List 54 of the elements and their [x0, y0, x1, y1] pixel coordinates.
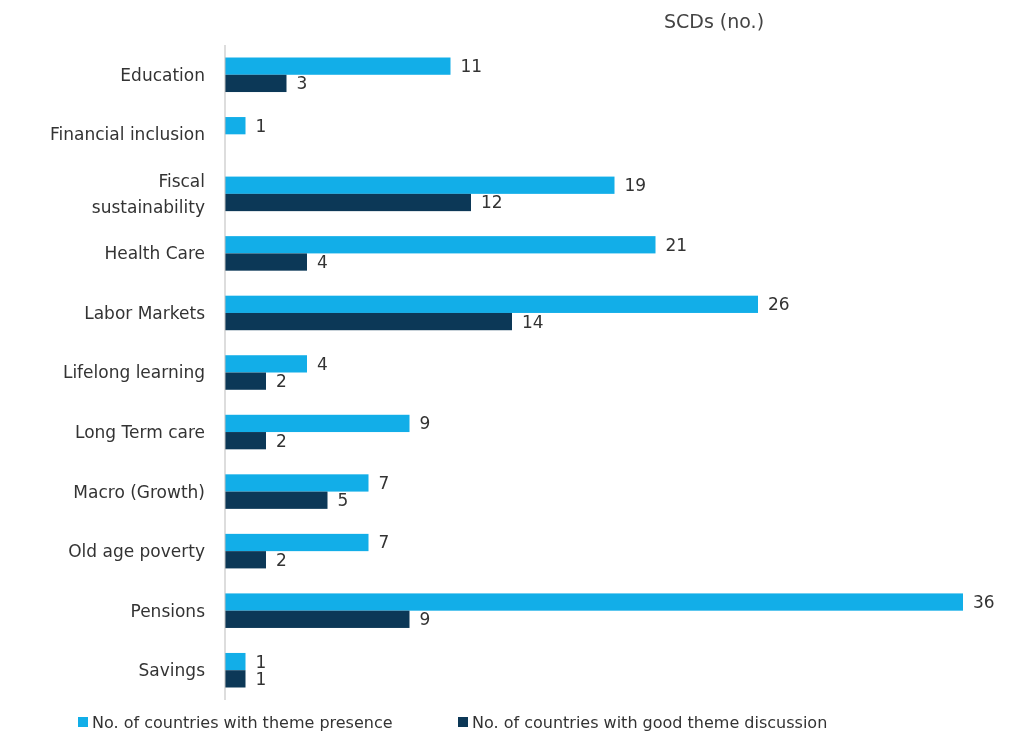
bar [225, 193, 471, 212]
bar [225, 432, 266, 450]
bar [225, 236, 656, 254]
bar [225, 474, 369, 492]
data-label: 4 [317, 353, 328, 374]
bar [225, 295, 758, 313]
bar [225, 491, 328, 509]
bar [225, 652, 246, 671]
data-label: 2 [276, 549, 287, 570]
data-label: 14 [522, 311, 544, 332]
bar [225, 312, 512, 331]
y-tick-label: Health Care [104, 243, 205, 264]
bar [225, 670, 246, 688]
y-tick-label: Macro (Growth) [73, 481, 205, 502]
y-tick-label: Old age poverty [68, 541, 205, 562]
data-label: 11 [460, 56, 483, 77]
data-label: 4 [317, 251, 328, 272]
y-tick-label: Lifelong learning [62, 362, 205, 383]
bar [225, 593, 963, 611]
data-label: 7 [378, 472, 390, 493]
chart-title: SCDs (no.) [663, 10, 765, 32]
bar [225, 551, 266, 569]
legend-label: No. of countries with good theme discussion [472, 712, 828, 732]
bar [225, 57, 451, 75]
data-label: 26 [768, 294, 790, 315]
bar [225, 176, 615, 194]
bar [225, 533, 369, 552]
y-tick-label: Education [120, 64, 205, 85]
data-label: 19 [624, 175, 647, 196]
bar [225, 117, 246, 135]
bar [225, 74, 287, 93]
y-tick-label: Savings [138, 660, 206, 681]
data-label: 9 [419, 609, 431, 630]
bar [225, 610, 410, 628]
y-tick-label: Fiscal sustainability [91, 170, 205, 217]
y-tick-label: Labor Markets [84, 302, 206, 323]
data-label: 5 [337, 490, 349, 511]
data-label: 7 [378, 532, 390, 553]
data-label: 9 [419, 413, 431, 434]
bar [225, 372, 266, 390]
data-label: 1 [255, 115, 267, 136]
data-label: 12 [481, 192, 503, 213]
data-label: 2 [276, 430, 287, 451]
data-label: 21 [665, 234, 688, 255]
y-tick-label: Long Term care [75, 422, 205, 442]
data-label: 2 [276, 371, 287, 392]
y-tick-label: Pensions [130, 600, 206, 621]
y-tick-label: Financial inclusion [50, 124, 205, 145]
data-label: 36 [973, 592, 995, 612]
data-label: 3 [296, 73, 308, 94]
legend-label: No. of countries with theme presence [92, 712, 393, 732]
bar [225, 253, 307, 271]
bar [225, 414, 410, 433]
bar [225, 355, 307, 373]
